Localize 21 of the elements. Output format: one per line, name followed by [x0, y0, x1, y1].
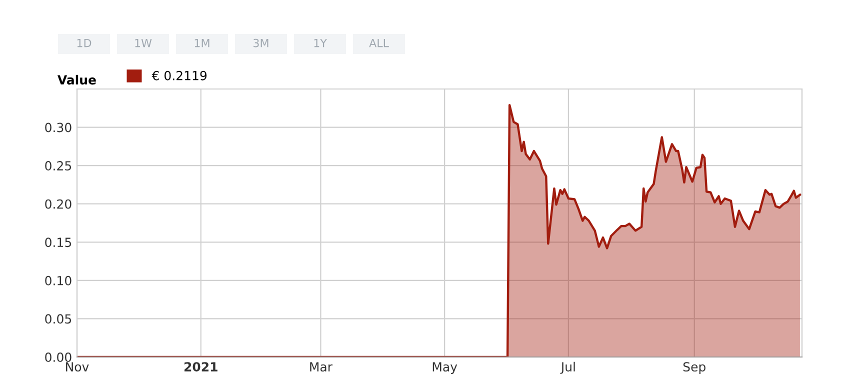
y-tick-label: 0.10	[45, 276, 72, 286]
text: 1Y	[314, 38, 327, 48]
y-tick-label: 0.30	[45, 122, 72, 132]
y-tick-label: 0.00	[45, 352, 72, 362]
legend-title: Value	[57, 74, 96, 85]
y-tick-label: 0.15	[45, 238, 72, 248]
legend-label: € 0.2119	[152, 70, 207, 80]
text: 1D	[77, 38, 92, 48]
y-tick-label: 0.20	[45, 199, 72, 209]
x-tick-label: Mar	[310, 362, 332, 372]
y-tick-label: 0.05	[45, 314, 72, 324]
text: 1W	[135, 38, 152, 48]
x-tick-label: Sep	[683, 362, 706, 374]
text: ALL	[369, 38, 389, 48]
x-tick-label: Nov	[66, 362, 89, 372]
x-tick-label: Jul	[560, 362, 575, 374]
text: 1M	[194, 38, 210, 48]
text: 3M	[254, 38, 268, 48]
y-tick-label: 0.25	[45, 161, 72, 170]
x-tick-label: May	[432, 362, 458, 374]
x-tick-label: 2021	[184, 362, 218, 372]
